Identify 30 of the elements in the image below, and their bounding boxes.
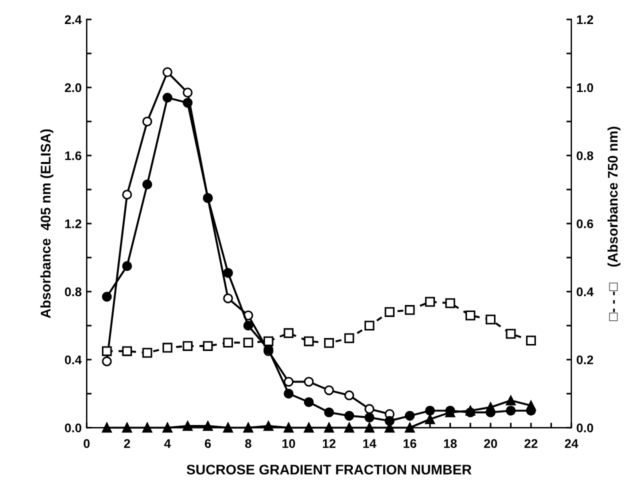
y2-tick-label: 0.6 [576, 219, 594, 228]
y-tick-label: 1.6 [65, 151, 82, 160]
x-axis-title: SUCROSE GRADIENT FRACTION NUMBER [186, 464, 472, 475]
x-tick-label: 20 [484, 439, 498, 448]
x-tick-label: 18 [444, 439, 457, 448]
y2-tick-label: 0.2 [576, 355, 594, 364]
y-tick-label: 2.4 [64, 15, 82, 24]
x-tick-label: 12 [322, 439, 336, 448]
x-tick-label: 14 [363, 439, 376, 448]
y-tick-label: 0.8 [64, 287, 82, 296]
x-tick-label: 10 [282, 439, 296, 448]
y-tick-label: 1.2 [65, 219, 82, 228]
y2-tick-label: 1.0 [577, 83, 594, 92]
y-tick-label: 0.4 [64, 355, 82, 364]
x-tick-label: 6 [204, 439, 211, 448]
y2-tick-label: 0.4 [576, 287, 594, 296]
x-tick-label: 0 [84, 439, 90, 448]
x-tick-label: 4 [164, 439, 171, 448]
y2-tick-label: 1.2 [577, 15, 594, 24]
x-tick-label: 16 [404, 439, 416, 448]
y2-tick-label: 0.8 [576, 151, 594, 160]
x-tick-label: 22 [524, 439, 538, 448]
x-tick-label: 24 [564, 439, 578, 448]
y-tick-label: 0.0 [64, 423, 82, 432]
x-tick-label: 8 [245, 439, 252, 448]
y-tick-label: 2.0 [64, 83, 82, 92]
x-tick-label: 2 [124, 439, 130, 448]
y2-axis-title: □- - -□ (Absorbance 750 nm) [608, 126, 620, 322]
y2-tick-label: 0.0 [576, 423, 594, 432]
y-axis-title: Absorbance 405 nm (ELISA) [40, 129, 54, 318]
